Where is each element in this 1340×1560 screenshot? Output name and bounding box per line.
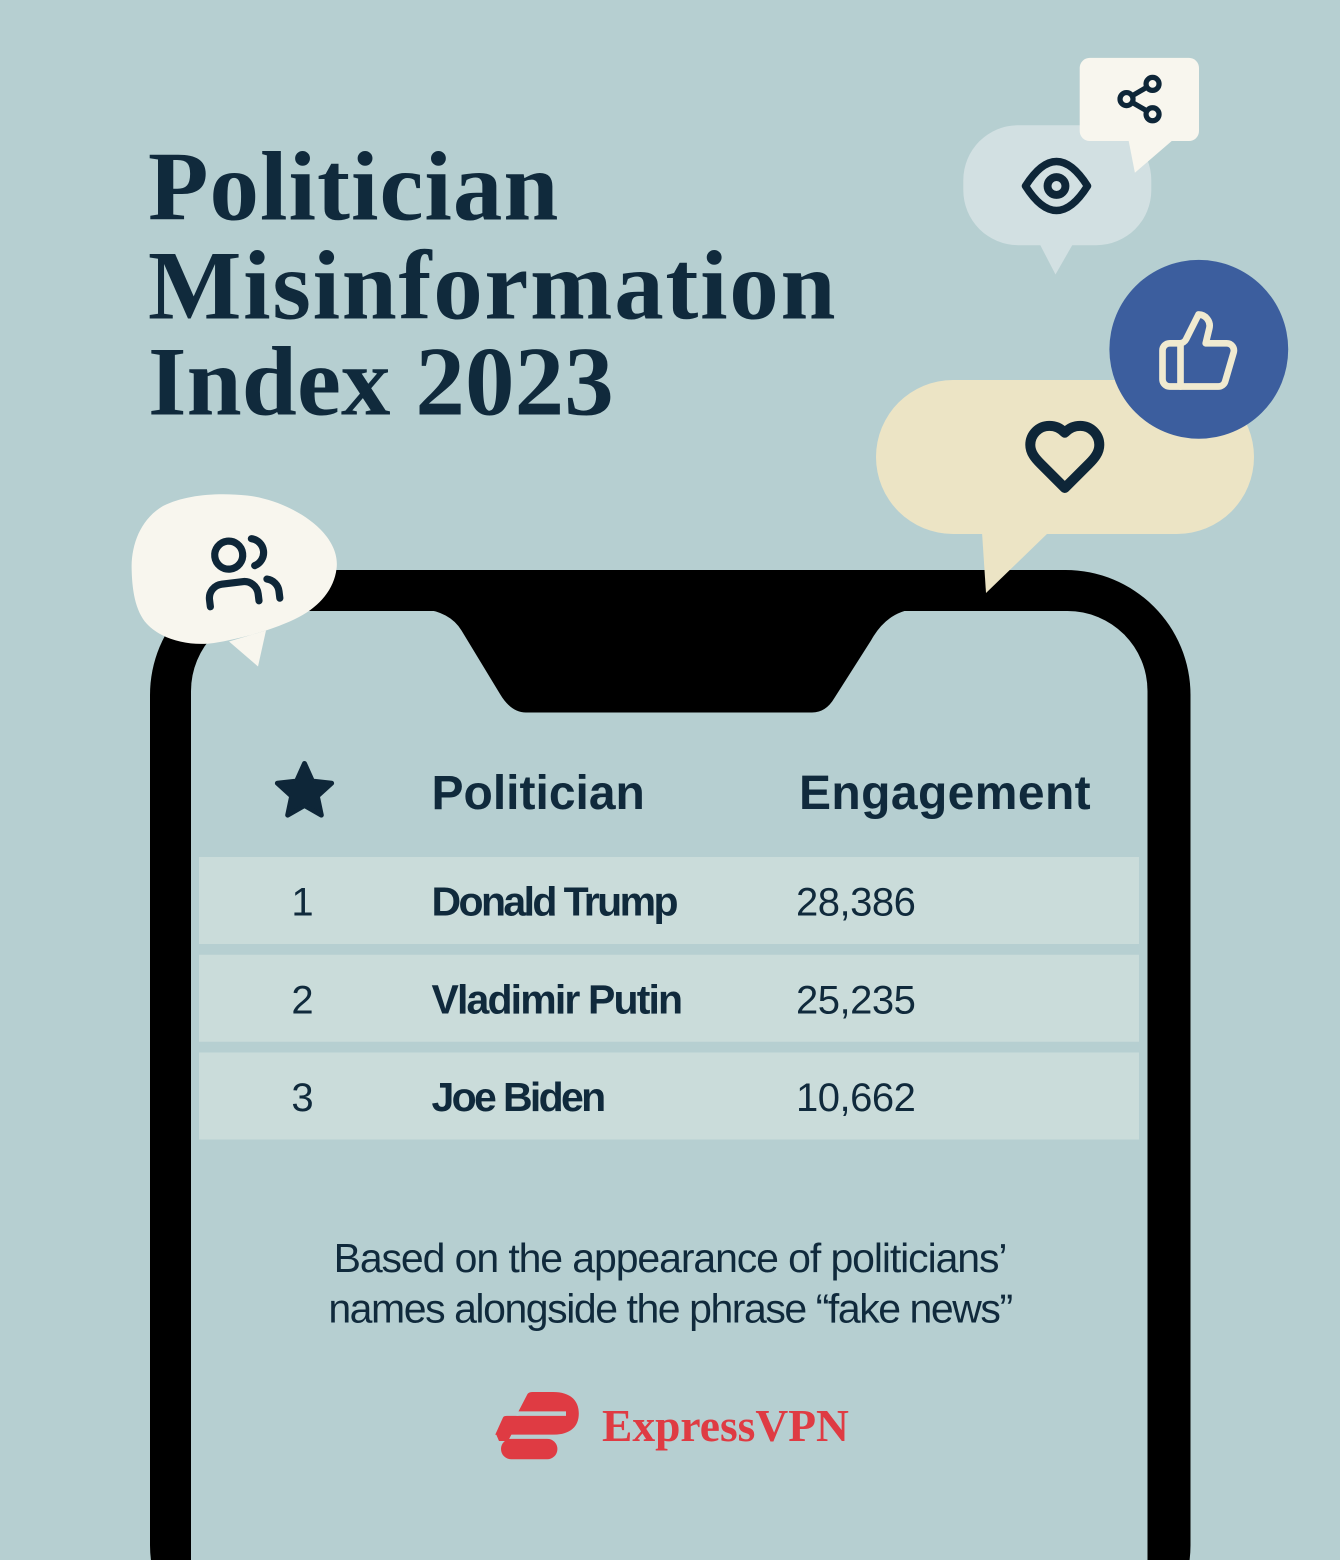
svg-text:25,235: 25,235: [796, 978, 915, 1022]
svg-text:3: 3: [291, 1076, 313, 1120]
svg-text:28,386: 28,386: [796, 881, 915, 925]
svg-text:Vladimir Putin: Vladimir Putin: [432, 976, 682, 1022]
svg-text:Donald Trump: Donald Trump: [432, 879, 678, 925]
svg-text:ExpressVPN: ExpressVPN: [602, 1400, 849, 1451]
svg-text:Based on the appearance of pol: Based on the appearance of politicians’: [334, 1235, 1007, 1281]
svg-text:Misinformation: Misinformation: [148, 232, 837, 341]
svg-text:1: 1: [291, 881, 313, 925]
svg-text:Politician: Politician: [148, 133, 559, 242]
svg-text:names alongside the phrase “fa: names alongside the phrase “fake news”: [328, 1286, 1012, 1332]
svg-text:Engagement: Engagement: [799, 767, 1091, 820]
svg-text:Politician: Politician: [432, 767, 645, 820]
svg-text:10,662: 10,662: [796, 1076, 915, 1120]
svg-text:2: 2: [291, 978, 313, 1022]
svg-text:Index 2023: Index 2023: [148, 327, 614, 436]
svg-text:Joe Biden: Joe Biden: [432, 1074, 605, 1120]
